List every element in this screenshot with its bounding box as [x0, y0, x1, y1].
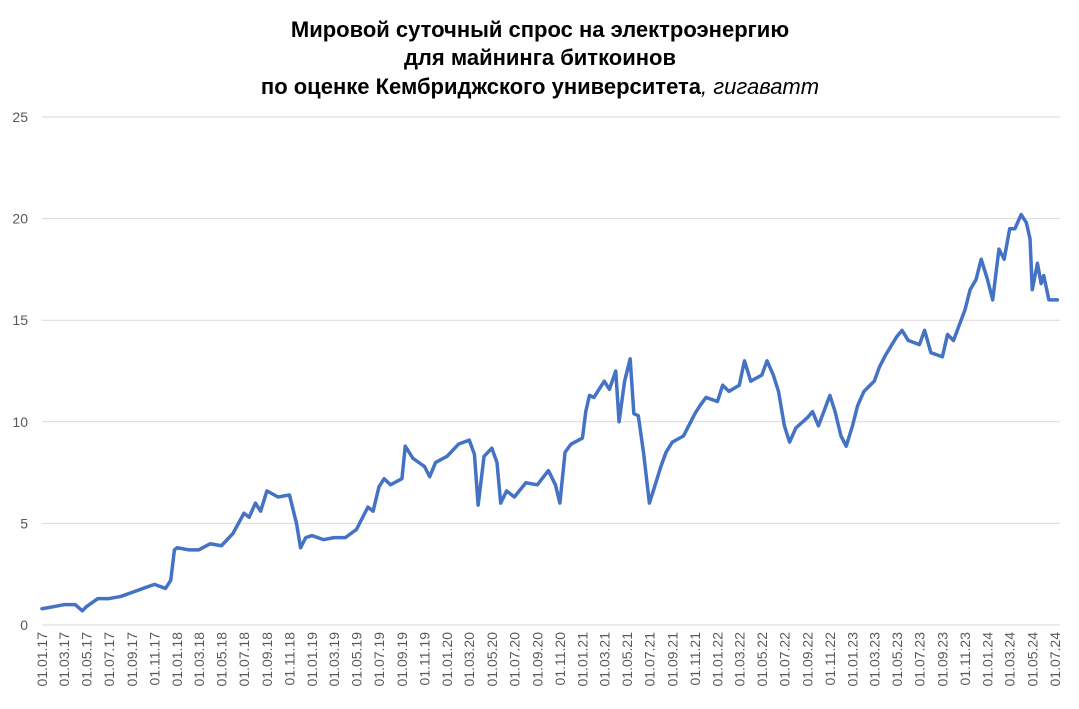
x-tick-label: 01.01.20: [439, 632, 455, 687]
x-tick-label: 01.01.22: [709, 632, 725, 687]
x-tick-label: 01.03.21: [596, 632, 612, 687]
y-tick-label: 25: [12, 109, 28, 125]
x-tick-label: 01.01.18: [169, 632, 185, 687]
x-tick-label: 01.03.24: [1002, 632, 1018, 687]
x-tick-label: 01.05.23: [889, 632, 905, 687]
x-tick-label: 01.11.23: [957, 632, 973, 686]
x-tick-label: 01.05.18: [213, 632, 229, 687]
x-tick-label: 01.07.20: [506, 632, 522, 687]
x-tick-label: 01.09.22: [799, 632, 815, 687]
x-tick-label: 01.11.20: [552, 632, 568, 686]
y-tick-label: 5: [20, 515, 28, 531]
x-tick-label: 01.05.19: [348, 632, 364, 687]
y-tick-label: 10: [12, 414, 28, 430]
x-tick-label: 01.11.19: [416, 632, 432, 686]
data-line: [40, 212, 1060, 613]
x-tick-label: 01.07.19: [371, 632, 387, 687]
x-tick-label: 01.11.22: [822, 632, 838, 686]
x-tick-label: 01.03.17: [56, 632, 72, 687]
x-tick-label: 01.11.18: [281, 632, 297, 686]
x-tick-label: 01.05.21: [619, 632, 635, 687]
y-tick-label: 20: [12, 211, 28, 227]
x-tick-label: 01.09.18: [259, 632, 275, 687]
x-tick-label: 01.05.17: [78, 632, 94, 687]
x-tick-label: 01.03.23: [866, 632, 882, 687]
x-tick-label: 01.07.21: [641, 632, 657, 687]
y-tick-label: 15: [12, 312, 28, 328]
x-tick-label: 01.07.17: [101, 632, 117, 687]
y-tick-label: 0: [20, 617, 28, 633]
x-tick-label: 01.11.17: [146, 632, 162, 686]
x-tick-label: 01.09.23: [934, 632, 950, 687]
x-tick-label: 01.01.21: [574, 632, 590, 687]
chart-title-line: для майнинга биткоинов: [404, 45, 676, 70]
x-tick-label: 01.11.21: [687, 632, 703, 686]
x-tick-label: 01.09.17: [124, 632, 140, 687]
x-tick-label: 01.07.18: [236, 632, 252, 687]
x-tick-label: 01.01.19: [304, 632, 320, 687]
x-tick-label: 01.03.18: [191, 632, 207, 687]
x-tick-label: 01.05.22: [754, 632, 770, 687]
chart-title-line: по оценке Кембриджского университета: [261, 74, 702, 99]
x-tick-label: 01.09.20: [529, 632, 545, 687]
chart-title-line: Мировой суточный спрос на электроэнергию: [291, 17, 789, 42]
x-tick-label: 01.01.17: [34, 632, 50, 687]
x-tick-label: 01.09.21: [664, 632, 680, 687]
chart-title-line: по оценке Кембриджского университета, ги…: [261, 74, 819, 99]
chart-title-unit: , гигаватт: [701, 74, 819, 99]
x-tick-label: 01.07.23: [911, 632, 927, 687]
x-tick-label: 01.03.20: [461, 632, 477, 687]
x-tick-label: 01.03.19: [326, 632, 342, 687]
x-tick-label: 01.01.23: [844, 632, 860, 687]
x-tick-label: 01.07.24: [1047, 632, 1063, 687]
x-tick-label: 01.01.24: [979, 632, 995, 687]
x-tick-label: 01.03.22: [731, 632, 747, 687]
x-tick-label: 01.05.20: [484, 632, 500, 687]
x-tick-label: 01.05.24: [1024, 632, 1040, 687]
x-tick-label: 01.09.19: [394, 632, 410, 687]
x-tick-label: 01.07.22: [776, 632, 792, 687]
